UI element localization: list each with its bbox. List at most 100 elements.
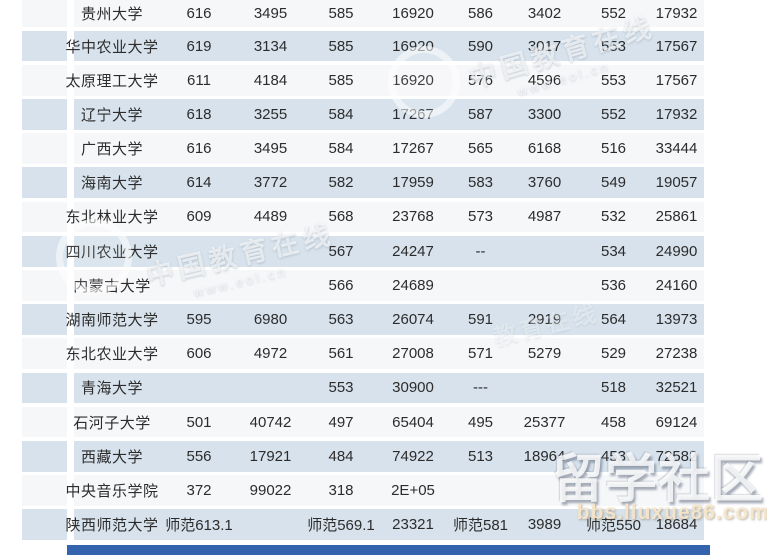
rank-cell-1: 4489 xyxy=(253,208,288,226)
score-cell-2: 567 xyxy=(328,242,354,260)
rank-cell-1: 40742 xyxy=(249,413,292,431)
rank-cell-3: 3300 xyxy=(527,105,562,123)
rank-cell-3 xyxy=(511,373,578,404)
rank-cell-2: 23768 xyxy=(392,208,434,226)
table-row: 师范613.1 师范569.1 23321 师范581 3989 师范550 1… xyxy=(0,509,767,540)
university-name: 辽宁大学 xyxy=(80,106,143,124)
column-divider xyxy=(67,0,74,28)
score-cell-4: 518 xyxy=(600,379,627,397)
score-cell-1: 501 xyxy=(186,413,212,431)
column-divider xyxy=(67,304,74,335)
left-cut-cell xyxy=(22,30,67,62)
score-cell-1: 556 xyxy=(186,447,212,465)
rank-cell-4: 18684 xyxy=(655,516,698,534)
rank-cell-1: 4972 xyxy=(253,345,288,363)
score-cell-1: 师范613.1 xyxy=(165,517,233,535)
rank-cell-2: 30900 xyxy=(392,379,434,397)
score-cell-3: 571 xyxy=(467,345,494,363)
table-row: 556 17921 484 74922 513 18964 453 72582 … xyxy=(0,440,767,472)
table-row: 566 24689 536 24160 内蒙古大学 xyxy=(0,270,767,301)
score-cell-4: 553 xyxy=(600,37,627,55)
rank-cell-2: 65404 xyxy=(392,413,434,431)
rank-cell-1: 99022 xyxy=(249,481,292,499)
rank-cell-1: 3495 xyxy=(253,5,288,23)
score-cell-1: 619 xyxy=(186,37,212,55)
rank-cell-4: 19057 xyxy=(655,174,698,192)
rank-cell-3: 3017 xyxy=(527,37,562,55)
score-cell-4: 552 xyxy=(600,5,627,23)
table-row: 372 99022 318 2E+05 中央音乐学院 xyxy=(0,475,767,506)
score-cell-3 xyxy=(450,270,511,301)
university-name: 湖南师范大学 xyxy=(65,312,159,330)
row-band: 372 99022 318 2E+05 xyxy=(74,475,704,506)
row-band: 616 3495 585 16920 586 3402 552 17932 xyxy=(74,0,704,28)
university-name: 贵州大学 xyxy=(80,6,143,24)
score-cell-4: 529 xyxy=(600,345,627,363)
rank-cell-4: 17567 xyxy=(655,71,698,89)
column-divider xyxy=(67,509,74,540)
score-cell-2: 553 xyxy=(328,379,354,397)
score-cell-2: 585 xyxy=(328,71,354,89)
rank-cell-2: 17267 xyxy=(392,105,434,123)
score-cell-3: 513 xyxy=(467,447,494,465)
column-divider xyxy=(67,270,74,301)
score-cell-3: 583 xyxy=(467,174,494,192)
score-cell-1: 616 xyxy=(186,140,212,158)
university-name: 青海大学 xyxy=(80,380,143,398)
rank-cell-1 xyxy=(235,373,306,404)
column-divider xyxy=(67,64,74,96)
university-name: 太原理工大学 xyxy=(65,72,159,90)
university-name: 西藏大学 xyxy=(80,448,143,466)
table-row: 619 3134 585 16920 590 3017 553 17567 华中… xyxy=(0,30,767,62)
score-cell-4 xyxy=(578,475,649,506)
rank-cell-4: 24990 xyxy=(655,242,698,260)
score-cell-3: 590 xyxy=(467,37,494,55)
rank-cell-2: 2E+05 xyxy=(391,481,435,499)
table-row: 618 3255 584 17267 587 3300 552 17932 辽宁… xyxy=(0,99,767,130)
score-cell-2: 585 xyxy=(328,5,354,23)
university-name: 石河子大学 xyxy=(73,414,151,432)
score-cell-2: 484 xyxy=(328,447,354,465)
rank-cell-4: 33444 xyxy=(655,140,698,158)
rank-cell-3: 18964 xyxy=(523,447,566,465)
rank-cell-3: 3402 xyxy=(527,5,562,23)
rank-cell-2: 24689 xyxy=(392,276,434,294)
left-cut-cell xyxy=(22,64,67,96)
rank-cell-4: 27238 xyxy=(655,345,698,363)
score-cell-3: 576 xyxy=(467,71,494,89)
column-divider xyxy=(67,235,74,267)
table-row: 606 4972 561 27008 571 5279 529 27238 东北… xyxy=(0,338,767,370)
rank-cell-4: 13973 xyxy=(655,311,698,329)
score-cell-1: 618 xyxy=(186,105,212,123)
left-cut-cell xyxy=(22,406,67,438)
score-cell-1: 611 xyxy=(187,71,211,89)
score-cell-3: 591 xyxy=(467,311,494,329)
rank-cell-4: 17932 xyxy=(655,105,698,123)
rank-cell-3 xyxy=(511,475,578,506)
score-cell-4: 564 xyxy=(600,311,627,329)
row-band: 501 40742 497 65404 495 25377 458 69124 xyxy=(74,406,704,438)
column-divider xyxy=(67,99,74,130)
row-band: 616 3495 584 17267 565 6168 516 33444 xyxy=(74,133,704,164)
score-cell-2: 582 xyxy=(328,174,354,192)
score-cell-1: 595 xyxy=(186,311,212,329)
rank-cell-1: 3772 xyxy=(253,174,288,192)
score-cell-2: 563 xyxy=(328,311,354,329)
score-cell-3: 495 xyxy=(467,413,494,431)
score-cell-4: 458 xyxy=(600,413,627,431)
score-cell-4: 532 xyxy=(600,208,627,226)
rank-cell-4: 17567 xyxy=(655,37,698,55)
university-name: 东北林业大学 xyxy=(65,209,159,227)
bottom-accent-bar xyxy=(67,545,710,555)
rank-cell-1: 4184 xyxy=(253,71,288,89)
left-cut-cell xyxy=(22,133,67,164)
rank-cell-3: 2919 xyxy=(527,311,562,329)
rank-cell-2: 24247 xyxy=(392,242,434,260)
rank-cell-2: 27008 xyxy=(392,345,434,363)
score-cell-1: 609 xyxy=(186,208,212,226)
score-cell-3: 师范581 xyxy=(452,517,509,535)
rank-cell-3: 5279 xyxy=(527,345,562,363)
rank-cell-3: 3989 xyxy=(527,516,562,534)
